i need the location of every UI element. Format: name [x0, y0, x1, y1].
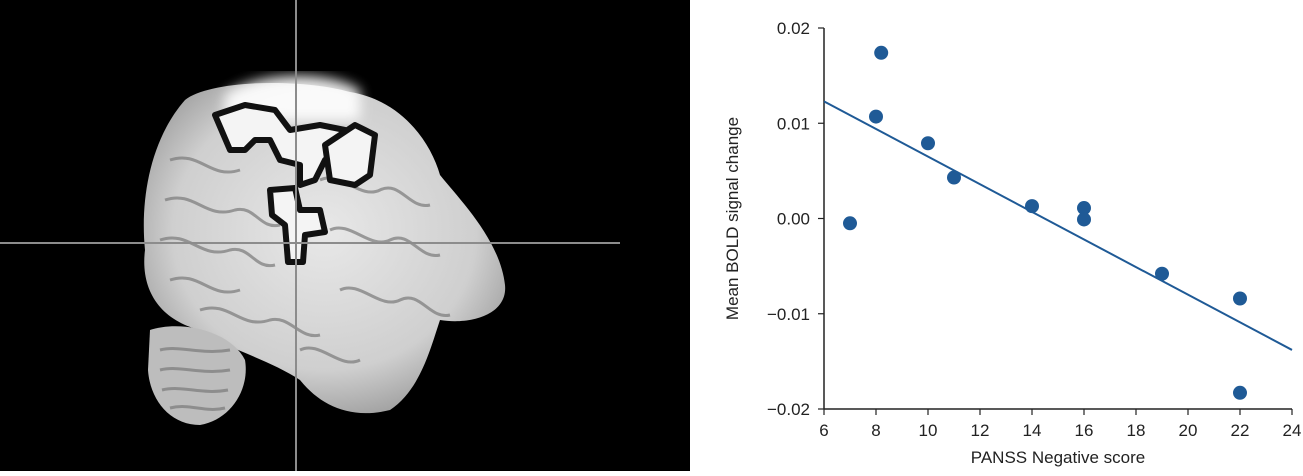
y-tick-label: 0.01 [777, 114, 810, 133]
data-point [1233, 291, 1247, 306]
x-tick-label: 24 [1283, 421, 1302, 440]
scatter-chart-panel: 6 8 10 12 14 16 18 20 22 24 0.02 0.01 0.00 −0.01 −0.02… [690, 0, 1303, 471]
y-tick-label: −0.02 [767, 400, 810, 419]
data-points [843, 45, 1247, 400]
data-point [1025, 199, 1039, 214]
x-tick-label: 14 [1023, 421, 1042, 440]
data-point [1077, 212, 1091, 227]
data-point [1155, 266, 1169, 281]
y-tick-label: 0.02 [777, 19, 810, 38]
x-tick-label: 12 [971, 421, 990, 440]
activation-clusters [212, 102, 378, 265]
x-tick-label: 16 [1075, 421, 1094, 440]
data-point [1233, 385, 1247, 400]
x-tick-label: 6 [819, 421, 828, 440]
x-axis-label: PANSS Negative score [971, 448, 1145, 467]
brain-gyri [159, 156, 451, 411]
chart-ticks: 6 8 10 12 14 16 18 20 22 24 0.02 0.01 0.00 −0.01 −0.02 [767, 19, 1301, 440]
regression-line [823, 100, 1293, 351]
y-tick-label: −0.01 [767, 305, 810, 324]
y-axis-label: Mean BOLD signal change [723, 117, 742, 320]
x-tick-label: 22 [1231, 421, 1250, 440]
data-point [843, 216, 857, 231]
x-tick-label: 8 [871, 421, 880, 440]
data-point [874, 45, 889, 60]
data-point [869, 109, 883, 124]
scatter-chart: 6 8 10 12 14 16 18 20 22 24 0.02 0.01 0.00 −0.01 −0.02… [723, 19, 1301, 467]
data-point [1077, 201, 1091, 216]
brain-cortex [143, 82, 506, 414]
brain-mri-image [0, 0, 620, 471]
data-point [947, 170, 961, 185]
x-tick-label: 18 [1127, 421, 1146, 440]
x-tick-label: 10 [919, 421, 938, 440]
data-point [921, 136, 935, 151]
chart-axes [823, 28, 1292, 410]
brain-mri-panel [0, 0, 690, 471]
x-tick-label: 20 [1179, 421, 1198, 440]
y-tick-label: 0.00 [777, 210, 810, 229]
